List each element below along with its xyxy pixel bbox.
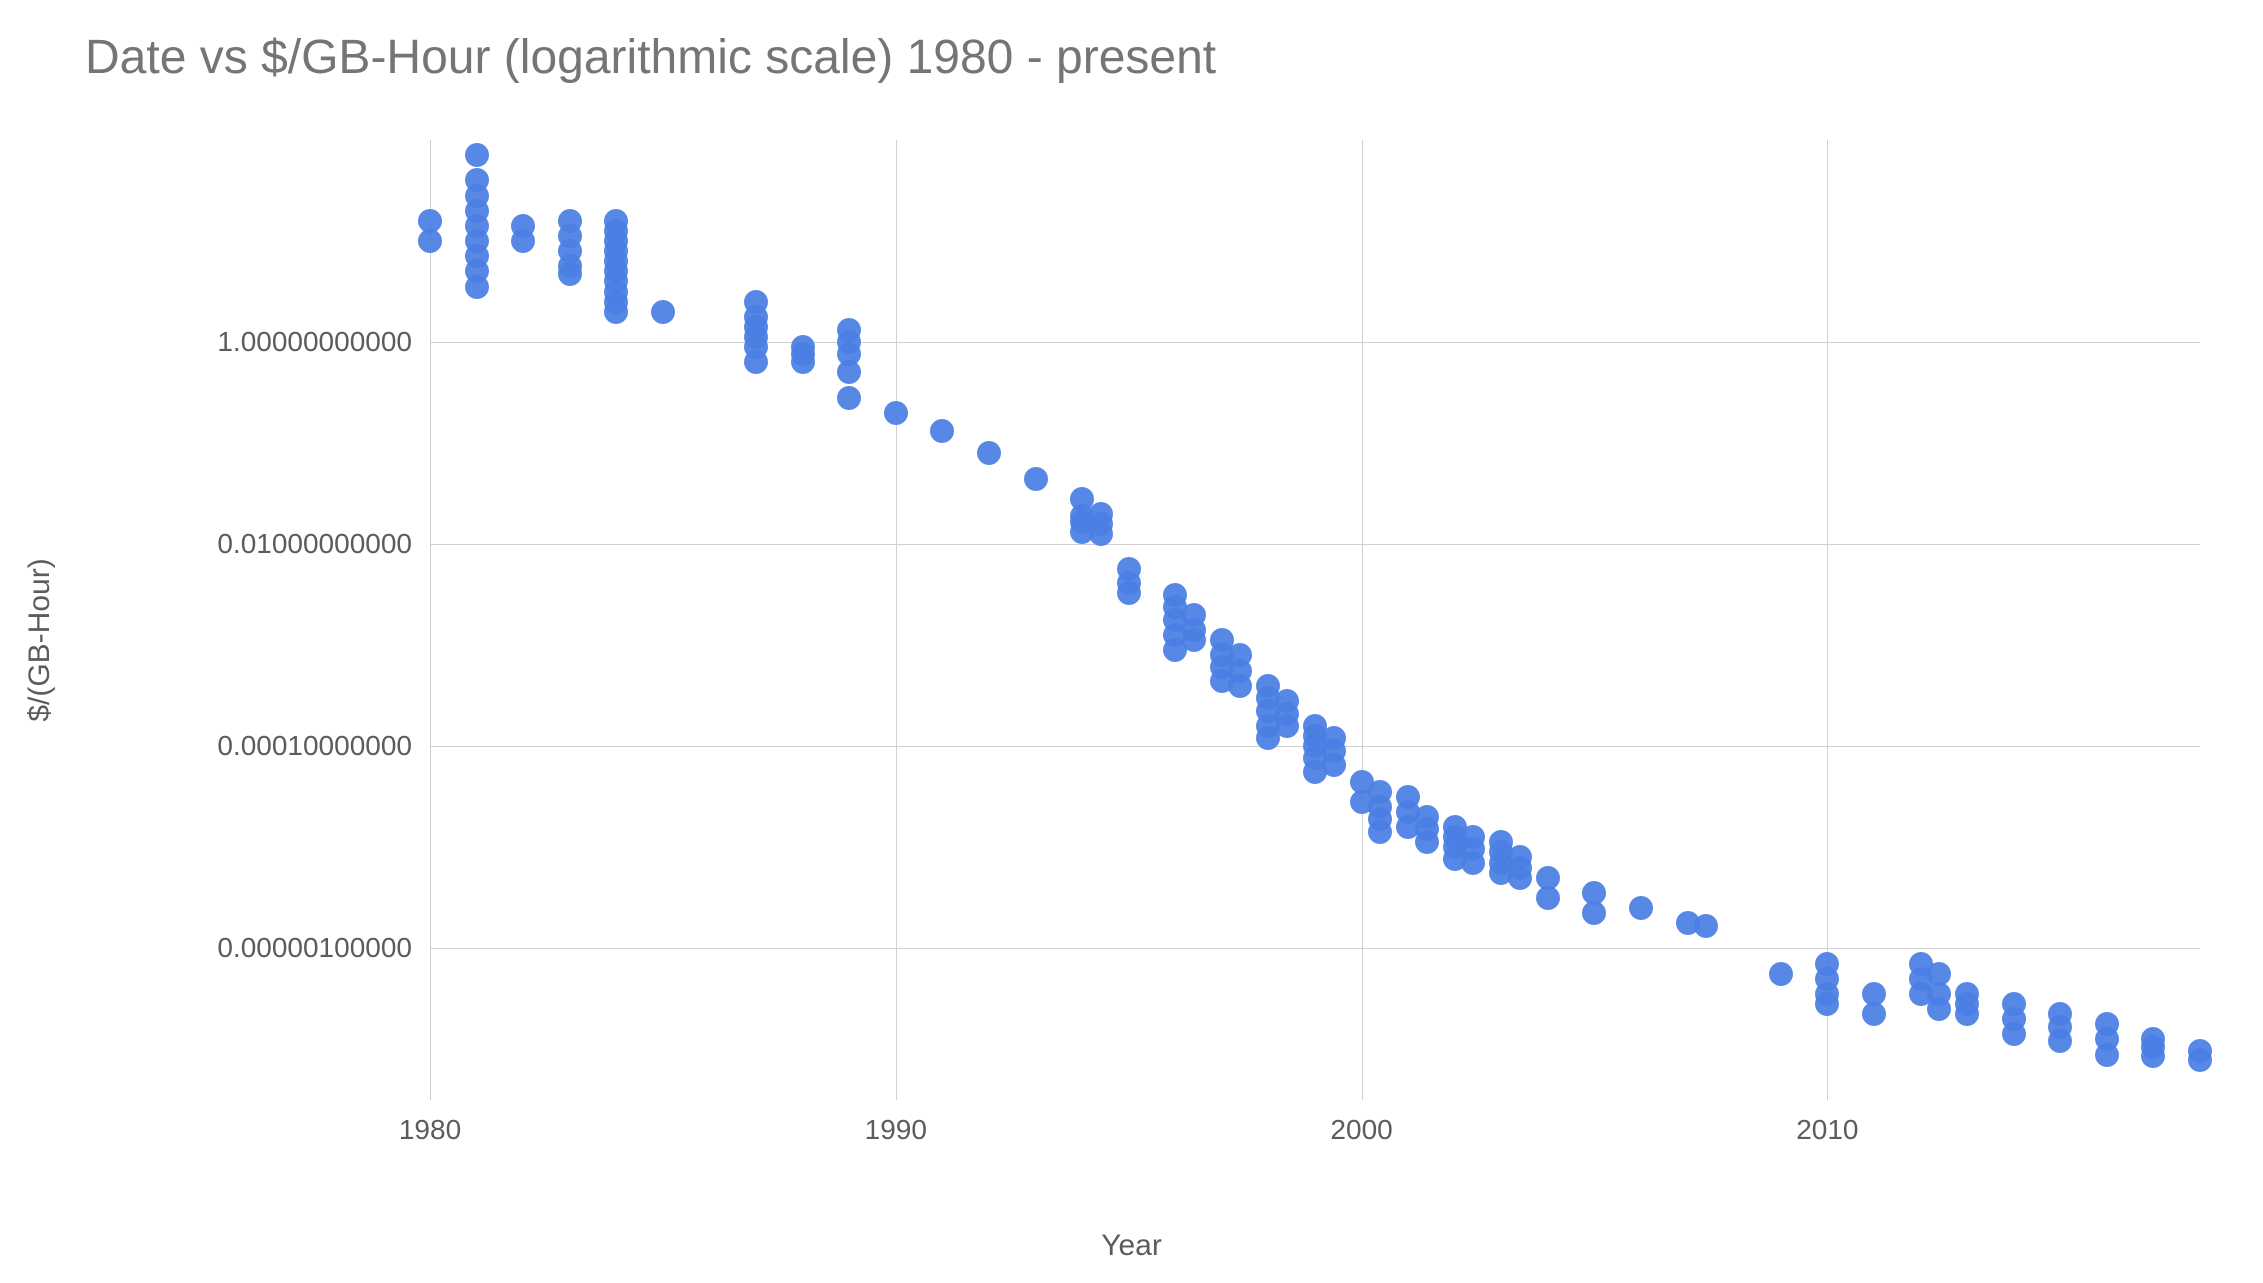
y-tick-label: 1.00000000000: [217, 326, 412, 358]
data-point: [1508, 866, 1532, 890]
data-point: [2048, 1029, 2072, 1053]
data-point: [2188, 1048, 2212, 1072]
data-point: [511, 229, 535, 253]
y-gridline: [430, 948, 2200, 949]
data-point: [930, 419, 954, 443]
data-point: [651, 300, 675, 324]
x-gridline: [430, 140, 431, 1100]
plot-area: [430, 140, 2200, 1100]
data-point: [1415, 830, 1439, 854]
data-point: [837, 386, 861, 410]
data-point: [1955, 1002, 1979, 1026]
data-point: [884, 401, 908, 425]
y-axis-label: $/(GB-Hour): [23, 558, 57, 721]
data-point: [977, 441, 1001, 465]
chart-title: Date vs $/GB-Hour (logarithmic scale) 19…: [85, 30, 1216, 85]
data-point: [1927, 997, 1951, 1021]
data-point: [1275, 714, 1299, 738]
data-point: [1368, 820, 1392, 844]
data-point: [1536, 886, 1560, 910]
data-point: [1769, 962, 1793, 986]
data-point: [1815, 992, 1839, 1016]
data-point: [2095, 1043, 2119, 1067]
data-point: [1024, 467, 1048, 491]
data-point: [465, 275, 489, 299]
y-gridline: [430, 544, 2200, 545]
data-point: [2141, 1044, 2165, 1068]
data-point: [1694, 914, 1718, 938]
x-gridline: [896, 140, 897, 1100]
x-tick-label: 2010: [1796, 1114, 1858, 1146]
x-tick-label: 2000: [1330, 1114, 1392, 1146]
data-point: [1629, 896, 1653, 920]
data-point: [1322, 753, 1346, 777]
y-tick-label: 0.01000000000: [217, 528, 412, 560]
data-point: [1582, 901, 1606, 925]
y-tick-label: 0.00000100000: [217, 932, 412, 964]
x-tick-label: 1980: [399, 1114, 461, 1146]
data-point: [604, 300, 628, 324]
y-tick-label: 0.00010000000: [217, 730, 412, 762]
chart-container: Date vs $/GB-Hour (logarithmic scale) 19…: [0, 0, 2263, 1283]
y-gridline: [430, 342, 2200, 343]
data-point: [1461, 851, 1485, 875]
data-point: [465, 143, 489, 167]
data-point: [418, 209, 442, 233]
data-point: [1228, 674, 1252, 698]
data-point: [2002, 1022, 2026, 1046]
data-point: [1182, 628, 1206, 652]
x-tick-label: 1990: [865, 1114, 927, 1146]
data-point: [791, 350, 815, 374]
data-point: [1117, 581, 1141, 605]
data-point: [744, 350, 768, 374]
data-point: [1862, 1002, 1886, 1026]
x-gridline: [1362, 140, 1363, 1100]
data-point: [1089, 522, 1113, 546]
x-axis-label: Year: [1101, 1229, 1162, 1263]
data-point: [837, 360, 861, 384]
data-point: [558, 262, 582, 286]
